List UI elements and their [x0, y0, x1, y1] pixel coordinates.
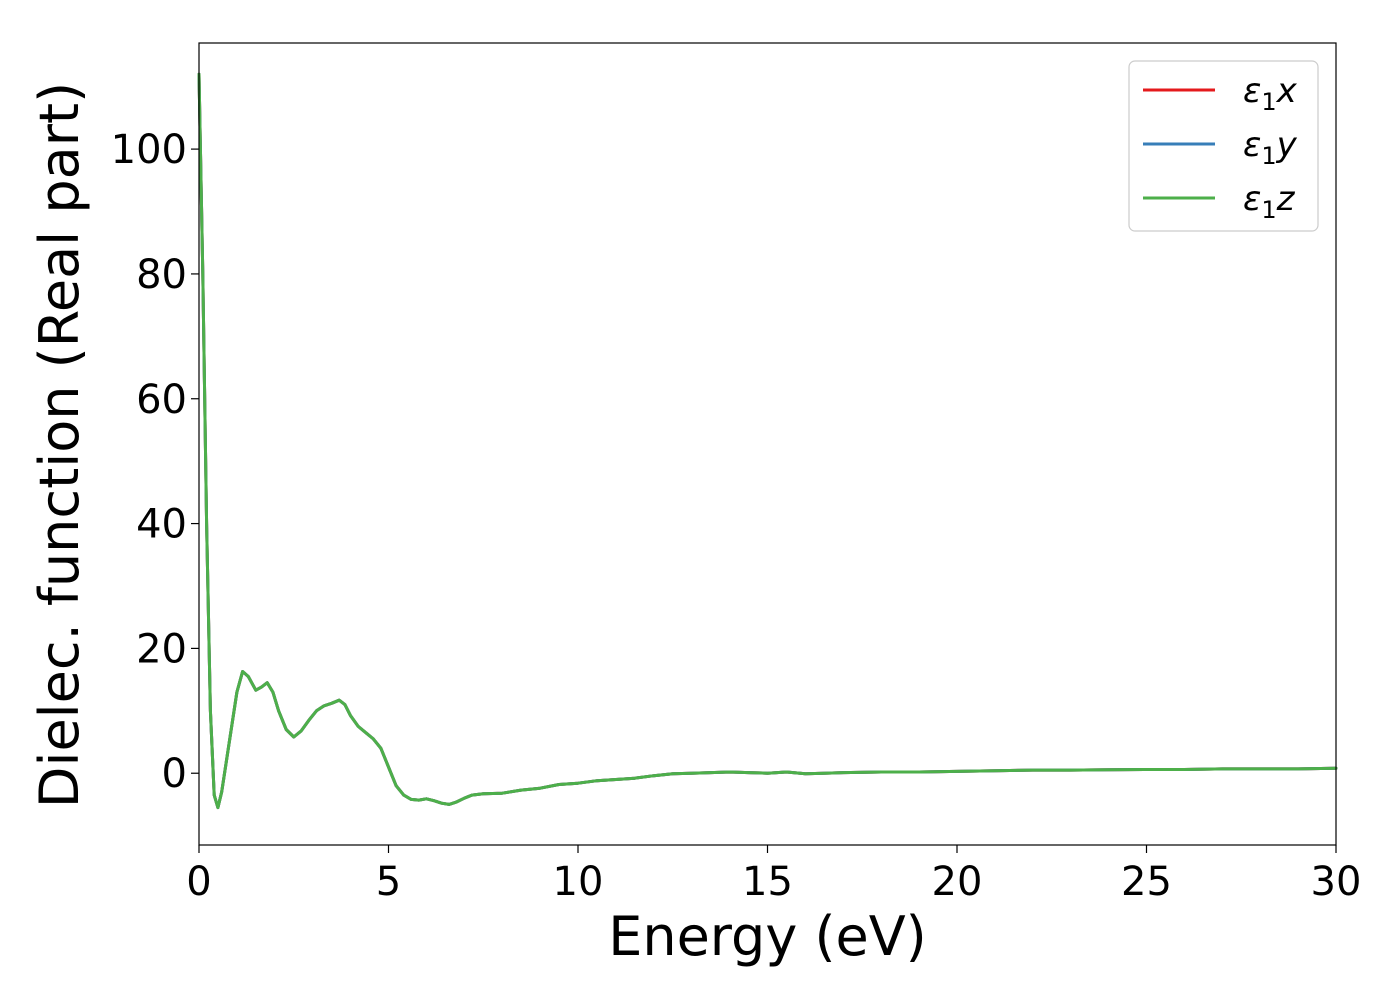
y-tick-label: 60: [136, 377, 187, 423]
x-tick-label: 5: [376, 859, 401, 905]
x-tick-label: 15: [742, 859, 793, 905]
legend-label-y: ε1y: [1243, 125, 1298, 170]
series-line-z: [197, 72, 1338, 810]
y-tick-label: 20: [136, 626, 187, 672]
legend-box: [1128, 60, 1319, 232]
x-tick-label: 0: [186, 859, 211, 905]
x-tick-label: 20: [932, 859, 983, 905]
y-tick-label: 100: [111, 127, 187, 173]
y-axis-label: Dielec. function (Real part): [28, 82, 91, 808]
legend: ε1x ε1y ε1z: [1128, 60, 1319, 232]
x-axis: 0 5 10 15 20 25 30: [186, 845, 1361, 905]
x-tick-label: 30: [1311, 859, 1362, 905]
legend-label-z: ε1z: [1243, 179, 1296, 224]
y-axis: 0 20 40 60 80 100: [111, 127, 199, 797]
y-tick-label: 80: [136, 252, 187, 298]
x-tick-label: 10: [553, 859, 604, 905]
legend-label-x: ε1x: [1243, 71, 1298, 116]
x-axis-label: Energy (eV): [608, 905, 927, 968]
series-layer: [197, 72, 1338, 810]
y-tick-label: 0: [162, 751, 187, 797]
y-tick-label: 40: [136, 502, 187, 548]
x-tick-label: 25: [1121, 859, 1172, 905]
